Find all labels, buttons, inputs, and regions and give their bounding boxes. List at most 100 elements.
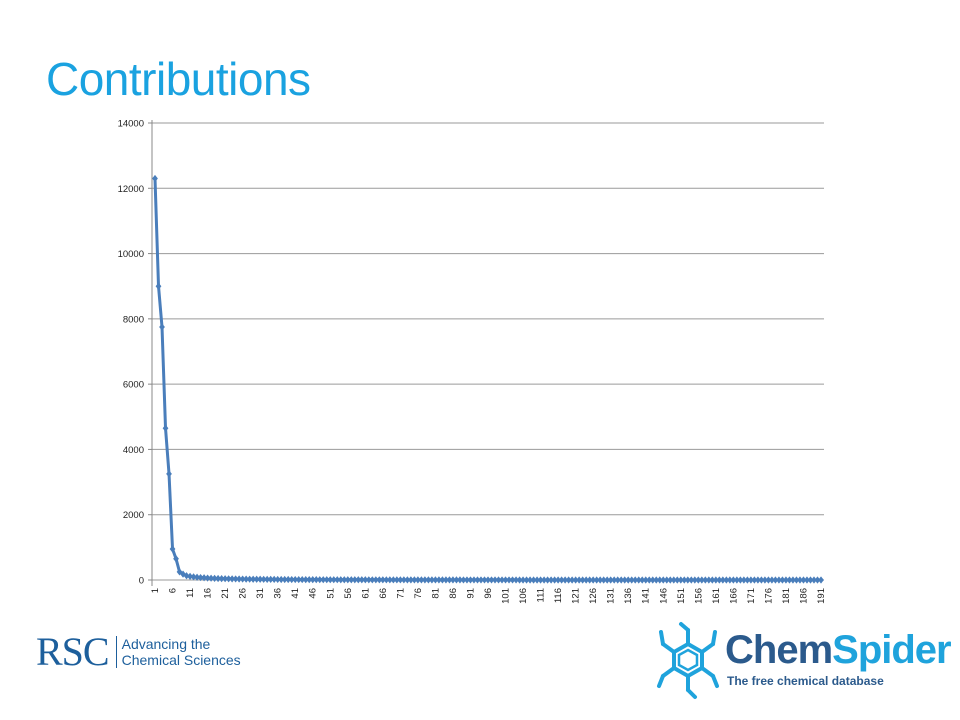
data-point	[232, 575, 239, 583]
y-tick-label: 2000	[123, 510, 144, 521]
data-point	[726, 576, 733, 584]
data-point	[513, 576, 519, 584]
data-point	[765, 576, 772, 584]
data-point	[474, 576, 481, 584]
data-point	[383, 576, 390, 584]
x-tick-label: 1	[150, 588, 161, 593]
data-point	[737, 576, 744, 584]
data-point	[516, 576, 523, 584]
data-point	[786, 576, 793, 584]
data-point	[783, 576, 789, 584]
rsc-logo-mark: RSC	[36, 629, 110, 674]
data-point	[590, 576, 597, 584]
data-point	[429, 576, 435, 584]
data-point	[530, 576, 537, 584]
x-tick-label: 181	[781, 588, 792, 604]
y-tick-label: 12000	[118, 184, 144, 195]
data-point	[211, 574, 218, 582]
data-point	[646, 576, 653, 584]
data-point	[422, 576, 428, 584]
data-point	[436, 576, 442, 584]
x-tick-label: 166	[728, 588, 739, 604]
data-point	[278, 575, 285, 584]
data-point	[267, 575, 274, 583]
data-point	[537, 576, 544, 584]
data-point	[527, 576, 533, 584]
x-tick-label: 186	[798, 588, 809, 604]
data-point	[681, 576, 688, 584]
data-point	[755, 576, 761, 584]
data-point	[313, 576, 320, 584]
data-point	[597, 576, 604, 584]
data-point	[355, 576, 362, 584]
data-point	[257, 575, 264, 583]
data-point	[674, 576, 681, 584]
data-point	[194, 573, 200, 581]
data-point	[443, 576, 449, 584]
data-point	[365, 576, 372, 584]
x-tick-label: 71	[395, 588, 406, 599]
data-point	[744, 576, 751, 584]
x-tick-label: 81	[430, 588, 441, 599]
data-point	[239, 575, 246, 583]
data-point	[446, 576, 453, 584]
data-point	[804, 576, 810, 584]
y-axis-tick-labels: 0 2000 4000 6000 8000 10000 12000 14000	[118, 119, 152, 587]
data-point	[166, 470, 172, 478]
x-tick-label: 146	[658, 588, 669, 604]
x-tick-label: 96	[483, 588, 494, 599]
data-point	[611, 576, 618, 584]
data-point	[702, 576, 709, 584]
data-point	[562, 576, 568, 584]
data-point	[688, 576, 695, 584]
data-point	[653, 576, 660, 584]
x-tick-label: 116	[553, 588, 564, 603]
x-tick-label: 36	[273, 588, 284, 599]
data-point	[457, 576, 463, 584]
data-point	[656, 576, 663, 584]
x-tick-label: 56	[343, 588, 354, 599]
data-point	[337, 576, 344, 584]
data-point	[323, 576, 330, 584]
data-point	[639, 576, 646, 584]
x-tick-label: 21	[220, 588, 231, 599]
data-point	[730, 576, 737, 584]
data-point	[253, 575, 260, 583]
y-tick-label: 8000	[123, 314, 144, 325]
series-markers	[152, 174, 824, 584]
x-tick-label: 86	[448, 588, 459, 599]
data-point	[425, 576, 432, 584]
data-point	[162, 424, 169, 432]
data-point	[548, 576, 554, 584]
data-point	[408, 576, 414, 584]
data-point	[481, 576, 488, 584]
y-tick-label: 6000	[123, 380, 144, 391]
data-point	[618, 576, 625, 584]
data-point	[628, 576, 635, 584]
data-point	[400, 576, 407, 584]
data-point	[583, 576, 590, 584]
data-point	[811, 576, 817, 584]
data-point	[492, 576, 498, 584]
data-point	[712, 576, 719, 584]
data-point	[797, 576, 803, 584]
data-point	[187, 572, 193, 581]
data-point	[758, 576, 765, 584]
data-point	[572, 576, 579, 584]
data-point	[295, 575, 302, 584]
data-point	[614, 576, 621, 584]
data-point	[772, 576, 779, 584]
rsc-tagline-line2: Chemical Sciences	[121, 652, 241, 668]
data-point	[576, 576, 583, 584]
data-point	[625, 576, 632, 584]
data-point	[453, 576, 460, 584]
data-point	[344, 576, 351, 584]
data-point	[397, 576, 404, 584]
data-point	[183, 572, 190, 580]
data-point	[274, 575, 281, 584]
data-point	[541, 576, 547, 584]
data-point	[555, 576, 561, 584]
chart-gridlines	[152, 122, 824, 581]
x-tick-label: 11	[185, 588, 196, 598]
